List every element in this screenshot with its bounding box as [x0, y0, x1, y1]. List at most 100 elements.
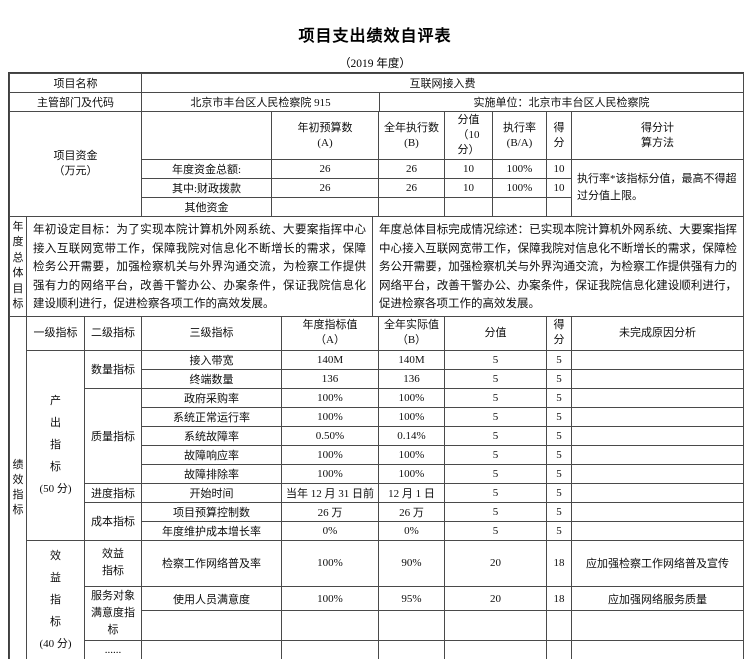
target-a-value: 100%: [281, 444, 379, 465]
target-a-value: 100%: [281, 585, 379, 612]
score-value-header: 分值（10 分）: [444, 111, 493, 160]
score-value: 20: [444, 539, 547, 587]
reason: [571, 368, 744, 389]
level2-cost-label: 成本指标: [84, 501, 142, 541]
exec-rate-value: [492, 197, 547, 217]
reason: [571, 520, 744, 541]
target-a-value: 0.50%: [281, 425, 379, 446]
indicator-row: 质量指标 政府采购率 100% 100% 5 5: [10, 387, 744, 484]
level3-label: 终端数量: [141, 368, 282, 389]
level3-label: [141, 639, 282, 659]
score-value: [444, 639, 547, 659]
score-value-header: 分值: [444, 315, 547, 351]
level2-benefit-label: 效益 指标: [84, 539, 142, 587]
level3-label: 系统故障率: [141, 425, 282, 446]
level3-label: 检察工作网络普及率: [141, 539, 282, 587]
self-evaluation-table: 项目名称 互联网接入费 主管部门及代码 北京市丰台区人民检察院 915 实施单位…: [8, 72, 744, 659]
reason: 应加强网络服务质量: [571, 585, 744, 612]
actual-b-value: 0.14%: [378, 425, 445, 446]
score-header: 得 分: [546, 111, 572, 160]
dept-code-label: 主管部门及代码: [9, 92, 142, 112]
actual-b-value: 140M: [378, 349, 445, 370]
target-a-value: 0%: [281, 520, 379, 541]
actual-b-value: 100%: [378, 406, 445, 427]
level2-header: 二级指标: [84, 315, 142, 351]
indicator-row: 故障响应率 100% 100% 5 5: [10, 444, 744, 465]
actual-b-value: 100%: [378, 444, 445, 465]
indicators-table: 绩 效 指 标 一级指标 二级指标 三级指标 年度指标值 （A） 全年实际值 （…: [9, 315, 744, 659]
target-a-value: [281, 639, 379, 659]
actual-b-value: [378, 639, 445, 659]
reason: [571, 387, 744, 408]
score-value: 5: [444, 349, 547, 370]
level3-header: 三级指标: [141, 315, 282, 351]
target-a-value: 100%: [281, 387, 379, 408]
score: 10: [546, 178, 572, 198]
exec-rate-value: 100%: [492, 178, 547, 198]
target-a-value: 140M: [281, 349, 379, 370]
indicator-row: 产 出 指 标 (50 分) 数量指标 接入带宽 140M 140M 5 5: [10, 349, 744, 541]
target-a-value: 26 万: [281, 501, 379, 522]
actual-b-value: 0%: [378, 520, 445, 541]
score: 5: [546, 425, 572, 446]
reason: [571, 639, 744, 659]
level1-output-label: 产 出 指 标 (50 分): [26, 349, 85, 541]
target-a-value: 100%: [281, 539, 379, 587]
level1-header: 一级指标: [26, 315, 85, 351]
funds-row-total: 年度资金总额: 26 26 10 100% 10 执行率*该指标分值，最高不得超…: [10, 159, 744, 217]
score-value: 20: [444, 585, 547, 612]
level2-progress-label: 进度指标: [84, 482, 142, 503]
score-value: 5: [444, 482, 547, 503]
level3-label: [141, 610, 282, 641]
reason-header: 未完成原因分析: [571, 315, 744, 351]
level3-label: 故障排除率: [141, 463, 282, 484]
funds-table: 项目资金 （万元） 年初预算数 (A) 全年执行数 (B) 分值（10 分） 执…: [9, 111, 744, 217]
impl-unit-value: 实施单位：北京市丰台区人民检察院: [379, 92, 744, 112]
target-a-value: 100%: [281, 406, 379, 427]
exec-rate-header: 执行率 (B/A): [492, 111, 547, 160]
target-a-value: 100%: [281, 463, 379, 484]
actual-b-value: 95%: [378, 585, 445, 612]
reason: [571, 444, 744, 465]
reason: [571, 349, 744, 370]
indicator-row: ......: [10, 639, 744, 659]
indicator-row: 进度指标 开始时间 当年 12 月 31 日前 12 月 1 日 5 5: [10, 482, 744, 503]
reason: [571, 406, 744, 427]
reason: [571, 425, 744, 446]
score-value: [444, 610, 547, 641]
score: [546, 197, 572, 217]
score-value: 5: [444, 425, 547, 446]
score: 5: [546, 387, 572, 408]
level1-benefit-label: 效 益 指 标 (40 分): [26, 539, 85, 659]
indicator-row: [10, 610, 744, 641]
level2-quality-label: 质量指标: [84, 387, 142, 484]
score-value: 5: [444, 444, 547, 465]
target-a-value: 136: [281, 368, 379, 389]
reason: [571, 610, 744, 641]
method-note: 执行率*该指标分值，最高不得超过分值上限。: [571, 159, 744, 217]
exec-rate-value: 100%: [492, 159, 547, 179]
actual-b-header: 全年实际值 （B）: [378, 315, 445, 351]
level3-label: 项目预算控制数: [141, 501, 282, 522]
target-a-value: [281, 610, 379, 641]
level2-satisfaction-label: 服务对象 满意度指 标: [84, 585, 142, 641]
indicator-row: 系统故障率 0.50% 0.14% 5 5: [10, 425, 744, 446]
level3-label: 故障响应率: [141, 444, 282, 465]
score-value: 5: [444, 368, 547, 389]
score-value: 10: [444, 178, 493, 198]
method-header: 得分计 算方法: [571, 111, 744, 160]
score-header: 得 分: [546, 315, 572, 351]
funds-category-label: 项目资金 （万元）: [9, 111, 142, 217]
score-value: 5: [444, 406, 547, 427]
reason: [571, 482, 744, 503]
annual-goal-table: 年 度 总 体 目 标 年初设定目标：为了实现本院计算机外网系统、大要案指挥中心…: [9, 216, 744, 317]
score: [546, 639, 572, 659]
score: 5: [546, 349, 572, 370]
project-name-value: 互联网接入费: [141, 73, 744, 93]
level2-quantity-label: 数量指标: [84, 349, 142, 389]
level3-label: 系统正常运行率: [141, 406, 282, 427]
executed-b-value: 26: [378, 159, 445, 179]
funds-row-label: 年度资金总额:: [141, 159, 272, 179]
indicator-row: 系统正常运行率 100% 100% 5 5: [10, 406, 744, 427]
reason: 应加强检察工作网络普及宣传: [571, 539, 744, 587]
